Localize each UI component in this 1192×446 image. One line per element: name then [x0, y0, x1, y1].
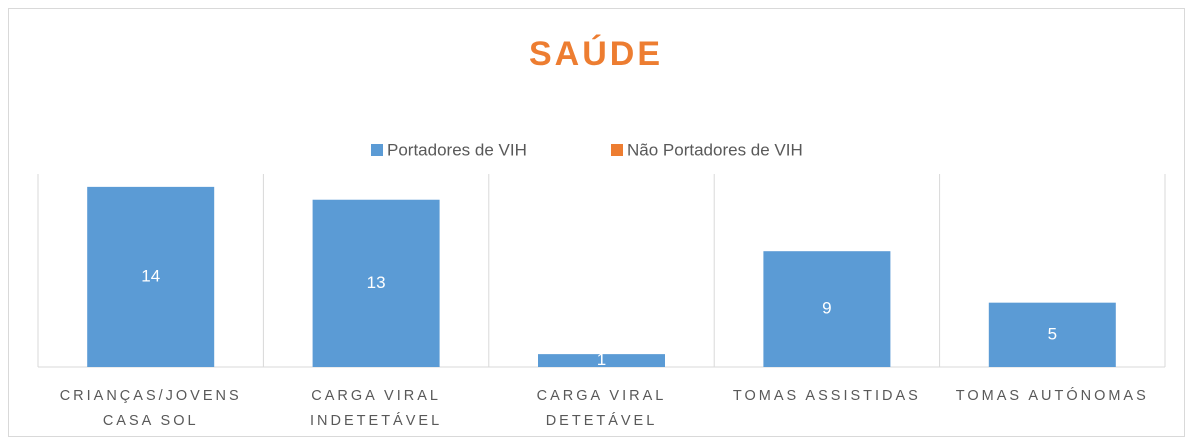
bar [87, 186, 215, 367]
legend-label: Não Portadores de VIH [627, 140, 803, 159]
x-tick-label: CARGA VIRAL INDETETÁVEL [310, 388, 443, 429]
bar [988, 302, 1116, 367]
data-label: 14 [141, 266, 160, 285]
legend-swatch [371, 144, 383, 156]
x-tick-label: CARGA VIRAL DETETÁVEL [536, 388, 667, 429]
x-tick-label: CRIANÇAS/JOVENS CASA SOL [59, 388, 242, 429]
legend-swatch [611, 144, 623, 156]
legend-label: Portadores de VIH [387, 140, 527, 159]
data-label: 13 [367, 273, 386, 292]
data-label: 5 [1048, 324, 1057, 343]
data-label: 9 [822, 299, 831, 318]
data-label: 1 [597, 350, 606, 369]
chart-title: SAÚDE [529, 35, 663, 73]
bar [538, 354, 665, 367]
x-tick-label: TOMAS ASSISTIDAS [732, 388, 921, 404]
bar [763, 251, 891, 367]
bar [312, 199, 440, 367]
x-tick-label: TOMAS AUTÓNOMAS [955, 388, 1149, 404]
